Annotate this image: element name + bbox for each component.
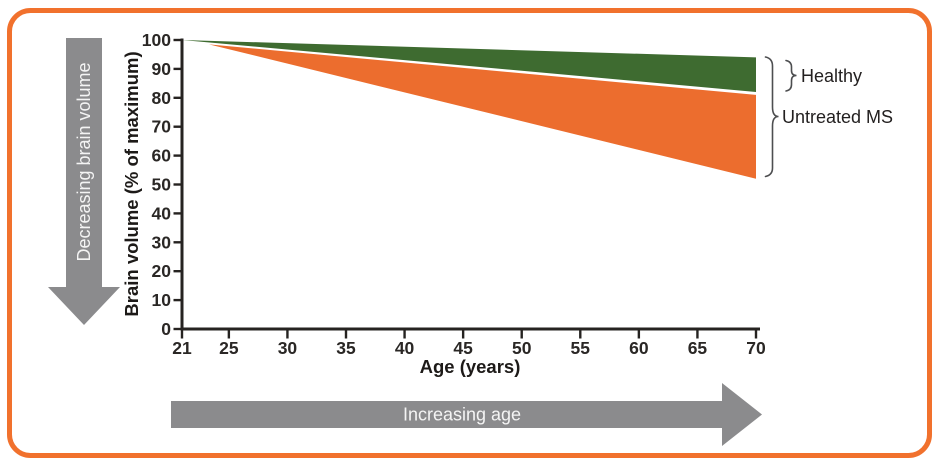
y-tick-label: 80 (152, 88, 172, 108)
y-axis-title: Brain volume (% of maximum) (121, 51, 142, 316)
healthy-label: Healthy (801, 66, 862, 86)
x-tick-label: 21 (172, 338, 192, 358)
y-tick-label: 10 (152, 290, 172, 310)
y-tick-label: 40 (152, 203, 172, 223)
y-tick-label: 90 (152, 59, 172, 79)
increasing-age-arrow: Increasing age (171, 383, 762, 446)
x-tick-label: 35 (336, 338, 356, 358)
decreasing-brain-volume-label: Decreasing brain volume (74, 62, 94, 261)
x-tick-label: 65 (688, 338, 708, 358)
untreated-ms-label: Untreated MS (782, 107, 893, 127)
healthy-brace (785, 59, 797, 92)
right-arrow-icon (171, 383, 762, 446)
y-tick-label: 20 (152, 261, 172, 281)
figure-border (7, 8, 932, 458)
decreasing-brain-volume-arrow: Decreasing brain volume (48, 38, 120, 325)
y-tick-label: 100 (142, 30, 171, 50)
untreated-ms-brace (764, 56, 779, 178)
healthy-band (182, 40, 756, 93)
down-arrow-icon (48, 38, 120, 325)
x-tick-label: 30 (278, 338, 298, 358)
y-axis-ticks: 0 10 20 30 40 50 60 70 80 90 100 (142, 30, 181, 339)
x-tick-label: 40 (395, 338, 415, 358)
increasing-age-label: Increasing age (403, 405, 521, 425)
y-tick-label: 30 (152, 232, 172, 252)
x-axis-ticks: 21 25 30 35 40 45 50 55 60 65 70 (172, 329, 766, 358)
y-tick-label: 70 (152, 117, 172, 137)
untreated-ms-band (208, 44, 756, 179)
x-tick-label: 55 (571, 338, 591, 358)
x-tick-label: 45 (453, 338, 473, 358)
x-tick-label: 60 (629, 338, 649, 358)
x-tick-label: 25 (219, 338, 239, 358)
y-tick-label: 50 (152, 175, 172, 195)
x-tick-label: 70 (746, 338, 766, 358)
y-tick-label: 0 (161, 319, 171, 339)
x-tick-label: 50 (512, 338, 532, 358)
y-tick-label: 60 (152, 146, 172, 166)
x-axis-title: Age (years) (420, 356, 521, 377)
